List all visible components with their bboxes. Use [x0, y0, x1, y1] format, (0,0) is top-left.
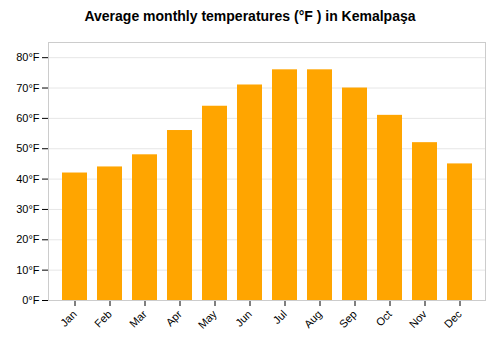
svg-text:Apr: Apr: [163, 308, 184, 329]
svg-text:60°F: 60°F: [16, 112, 40, 124]
svg-text:0°F: 0°F: [22, 294, 40, 306]
svg-text:40°F: 40°F: [16, 173, 40, 185]
svg-text:Feb: Feb: [92, 308, 114, 330]
svg-text:Jan: Jan: [58, 308, 79, 329]
svg-text:Dec: Dec: [442, 307, 465, 330]
svg-text:30°F: 30°F: [16, 203, 40, 215]
svg-text:80°F: 80°F: [16, 51, 40, 63]
svg-text:70°F: 70°F: [16, 82, 40, 94]
svg-text:20°F: 20°F: [16, 233, 40, 245]
svg-text:Nov: Nov: [407, 307, 430, 330]
svg-text:10°F: 10°F: [16, 264, 40, 276]
svg-text:50°F: 50°F: [16, 142, 40, 154]
svg-text:Aug: Aug: [302, 308, 324, 330]
svg-text:May: May: [196, 307, 220, 331]
svg-text:Oct: Oct: [373, 308, 394, 329]
svg-text:Mar: Mar: [127, 308, 149, 330]
html-text:Average monthly temperatures (: Average monthly temperatures (°F ) in Ke…: [84, 8, 416, 24]
svg-text:Jun: Jun: [233, 308, 254, 329]
svg-text:Sep: Sep: [337, 308, 359, 330]
svg-text:Jul: Jul: [270, 308, 288, 326]
